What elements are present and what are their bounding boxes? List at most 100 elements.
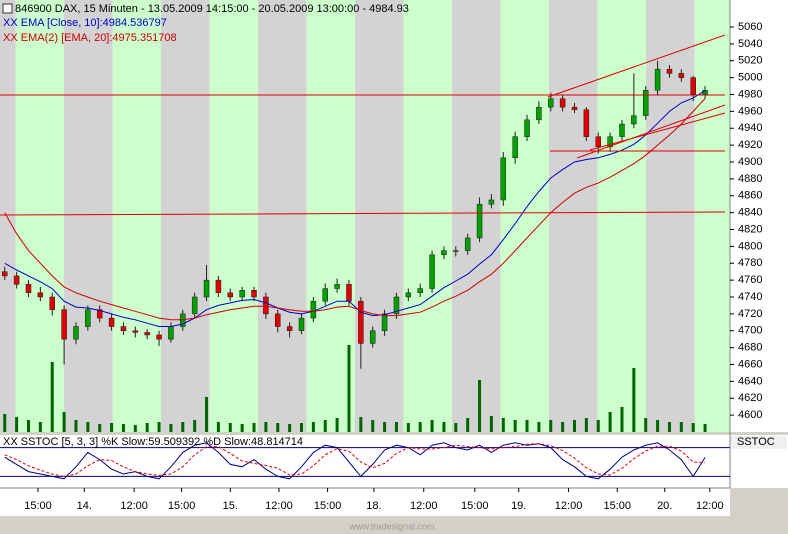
volume-bar (240, 424, 244, 432)
volume-bar (216, 422, 220, 432)
volume-bar (169, 424, 173, 432)
candle-body (512, 136, 518, 159)
trend-line (576, 104, 726, 159)
watermark: www.tradesignal.com (348, 521, 434, 531)
candle-body (275, 313, 281, 327)
x-tick-label: 18. (366, 500, 381, 512)
x-tick-label: 12:00 (696, 500, 724, 512)
candle-body (120, 326, 127, 331)
x-tick-label: 15. (223, 500, 238, 512)
session-band (452, 0, 501, 432)
x-tick-label: 12:00 (120, 500, 148, 512)
candle-body (476, 203, 483, 239)
candle-body (298, 317, 305, 331)
session-band (549, 0, 598, 432)
volume-bar (74, 420, 78, 432)
y-tick-label: 4620 (738, 392, 762, 404)
y-tick-label: 4900 (738, 156, 762, 168)
candle-body (227, 292, 234, 298)
y-tick-label: 4720 (738, 308, 762, 320)
candle-body (346, 284, 352, 302)
session-band (0, 0, 16, 432)
y-tick-label: 5060 (738, 21, 762, 33)
volume-bar (121, 424, 125, 432)
y-tick-label: 4880 (738, 173, 762, 185)
stoch-panel (0, 435, 730, 488)
volume-bar (691, 423, 695, 432)
stoch-label: SSTOC (737, 436, 775, 448)
volume-bar (430, 420, 434, 432)
legend-entry: XX EMA(2) [EMA, 20]:4975.351708 (3, 32, 177, 44)
volume-bar (454, 423, 458, 432)
candle-body (654, 68, 661, 91)
stoch-title: XX SSTOC [5, 3, 3] %K Slow:59.509392 %D … (3, 436, 303, 448)
volume-bar (181, 422, 185, 432)
candle-body (559, 98, 566, 108)
volume-bar (145, 423, 149, 432)
session-band (694, 0, 730, 432)
x-tick-label: 15:00 (461, 500, 489, 512)
volume-bar (620, 407, 624, 432)
y-tick-label: 4640 (738, 375, 762, 387)
volume-bar (228, 423, 232, 432)
candle-body (548, 98, 554, 108)
volume-bar (667, 422, 671, 432)
candle-body (536, 106, 542, 121)
session-band (258, 0, 307, 432)
volume-bar (489, 416, 493, 432)
candle-body (393, 296, 400, 315)
candle-body (524, 119, 530, 137)
candle-body (453, 250, 459, 252)
candle-body (191, 296, 198, 315)
y-tick-label: 4920 (738, 139, 762, 151)
candle-body (595, 136, 601, 148)
y-tick-label: 4960 (738, 105, 762, 117)
volume-bar (573, 420, 577, 432)
volume-bar (584, 418, 588, 432)
candle-body (500, 157, 507, 201)
volume-bar (86, 422, 90, 432)
trend-line (589, 112, 726, 151)
y-tick-label: 4740 (738, 291, 762, 303)
volume-bar (264, 422, 268, 432)
volume-bar (157, 422, 161, 432)
session-band (112, 0, 161, 432)
candle-body (334, 284, 340, 289)
volume-bar (466, 418, 470, 432)
drawn-lines (0, 34, 726, 216)
candle-body (429, 254, 435, 289)
stoch-label-box (731, 436, 787, 449)
volume-bar (549, 420, 553, 432)
volume-bar (644, 418, 648, 432)
volume-bar (561, 422, 565, 432)
x-tick-label: 15:00 (24, 500, 52, 512)
candle-body (263, 296, 269, 315)
session-band (597, 0, 646, 432)
volume-bar (679, 422, 683, 432)
volume-bar (276, 423, 280, 432)
price-axis (730, 0, 788, 432)
candle-body (239, 290, 245, 298)
x-tick-label: 15:00 (603, 500, 631, 512)
y-tick-label: 4760 (738, 274, 762, 286)
candle-body (96, 309, 103, 319)
volume-bar (347, 345, 351, 432)
x-tick-label: 14. (77, 500, 92, 512)
x-tick-label: 12:00 (265, 500, 293, 512)
session-band (209, 0, 258, 432)
volume-bar (406, 423, 410, 432)
x-tick-label: 12:00 (410, 500, 438, 512)
volume-bar (62, 412, 66, 432)
volume-bar (50, 362, 54, 432)
y-tick-label: 4840 (738, 207, 762, 219)
session-band (161, 0, 210, 432)
candle-body (49, 296, 55, 310)
candle-body (1, 271, 8, 277)
candle-body (61, 309, 67, 340)
volume-bar (15, 417, 19, 432)
session-band (306, 0, 355, 432)
x-tick-label: 12:00 (555, 500, 583, 512)
x-tick-label: 19. (511, 500, 526, 512)
